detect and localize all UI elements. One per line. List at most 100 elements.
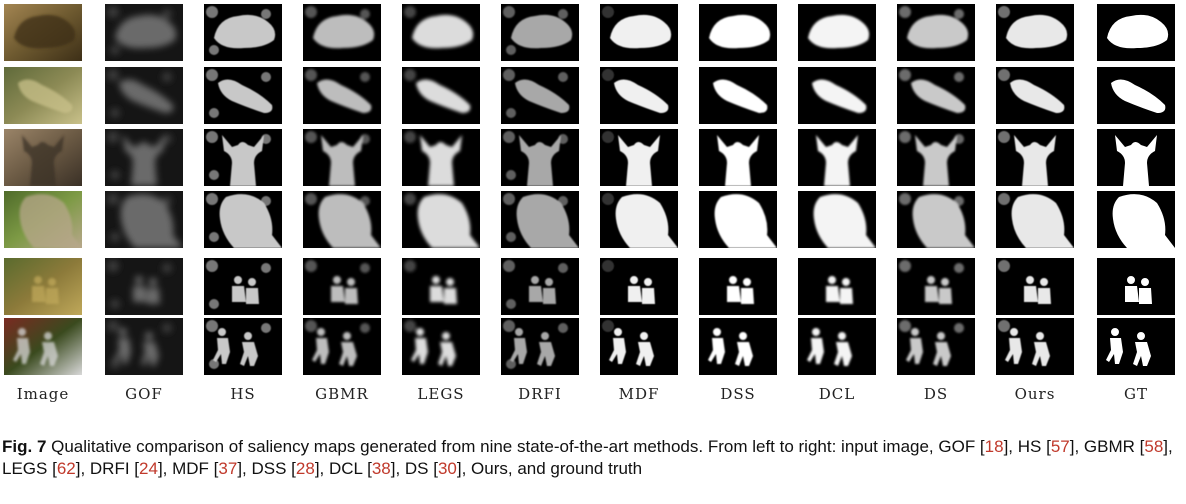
saliency-map-dcl-lizard <box>798 67 876 124</box>
saliency-map-hs-frog <box>204 4 282 61</box>
saliency-map-gof-deer <box>105 129 183 186</box>
column-label-dcl: DCL <box>818 385 856 403</box>
saliency-map-mdf-lizard <box>600 67 678 124</box>
caption-text: ], LEGS [ <box>2 437 1173 478</box>
citation-link[interactable]: 57 <box>1050 437 1070 456</box>
saliency-map-hs-deer <box>204 129 282 186</box>
saliency-map-mdf-deer <box>600 129 678 186</box>
citation-link[interactable]: 28 <box>295 459 315 478</box>
saliency-map-legs-lizard <box>402 67 480 124</box>
saliency-map-drfi-lizard <box>501 67 579 124</box>
saliency-map-dcl-two-men-walking <box>798 258 876 315</box>
citation-link[interactable]: 62 <box>56 459 76 478</box>
column-label-ds: DS <box>923 385 949 403</box>
citation-link[interactable]: 24 <box>139 459 158 478</box>
saliency-map-gof-meerkat <box>105 191 183 248</box>
saliency-map-ds-frog <box>897 4 975 61</box>
saliency-map-ours-meerkat <box>996 191 1074 248</box>
column-label-gof: GOF <box>125 385 163 403</box>
citation-link[interactable]: 38 <box>371 459 391 478</box>
saliency-map-dcl-meerkat <box>798 191 876 248</box>
saliency-map-ours-deer <box>996 129 1074 186</box>
saliency-map-dss-frog <box>699 4 777 61</box>
input-photo-two-men-walking <box>4 258 82 315</box>
column-label-dss: DSS <box>720 385 756 403</box>
caption-text: Qualitative comparison of saliency maps … <box>46 437 985 456</box>
saliency-map-ours-soccer-players <box>996 318 1074 375</box>
column-label-mdf: MDF <box>618 385 660 403</box>
saliency-map-ours-two-men-walking <box>996 258 1074 315</box>
saliency-map-gt-two-men-walking <box>1097 258 1175 315</box>
saliency-map-legs-two-men-walking <box>402 258 480 315</box>
caption-text: ], DRFI [ <box>75 459 140 478</box>
saliency-map-drfi-soccer-players <box>501 318 579 375</box>
caption-text: ], DS [ <box>390 459 438 478</box>
column-label-ours: Ours <box>1014 385 1056 403</box>
saliency-map-ds-lizard <box>897 67 975 124</box>
saliency-map-legs-meerkat <box>402 191 480 248</box>
saliency-map-dcl-soccer-players <box>798 318 876 375</box>
citation-link[interactable]: 30 <box>437 459 457 478</box>
citation-link[interactable]: 58 <box>1144 437 1164 456</box>
saliency-map-gbmr-deer <box>303 129 381 186</box>
caption-text: ], MDF [ <box>157 459 219 478</box>
input-photo-deer <box>4 129 82 186</box>
saliency-figure <box>4 4 1175 375</box>
input-photo-meerkat <box>4 191 82 248</box>
figure-label: Fig. 7 <box>2 437 47 456</box>
saliency-map-gbmr-lizard <box>303 67 381 124</box>
saliency-map-mdf-soccer-players <box>600 318 678 375</box>
citation-link[interactable]: 18 <box>984 437 1004 456</box>
column-label-hs: HS <box>230 385 256 403</box>
saliency-map-gof-lizard <box>105 67 183 124</box>
saliency-map-drfi-deer <box>501 129 579 186</box>
saliency-map-hs-meerkat <box>204 191 282 248</box>
caption-text: ], Ours, and ground truth <box>456 459 643 478</box>
figure-caption: Fig. 7 Qualitative comparison of salienc… <box>2 436 1182 480</box>
saliency-map-gt-soccer-players <box>1097 318 1175 375</box>
column-label-legs: LEGS <box>417 385 465 403</box>
caption-text: ], GBMR [ <box>1069 437 1145 456</box>
saliency-map-hs-lizard <box>204 67 282 124</box>
saliency-map-dcl-deer <box>798 129 876 186</box>
saliency-map-dss-soccer-players <box>699 318 777 375</box>
input-photo-soccer-players <box>4 318 82 375</box>
saliency-map-ds-meerkat <box>897 191 975 248</box>
saliency-map-gt-frog <box>1097 4 1175 61</box>
saliency-map-gt-meerkat <box>1097 191 1175 248</box>
input-photo-frog <box>4 4 82 61</box>
caption-text: ], DSS [ <box>237 459 296 478</box>
saliency-map-ds-two-men-walking <box>897 258 975 315</box>
saliency-map-hs-two-men-walking <box>204 258 282 315</box>
column-label-gbmr: GBMR <box>315 385 369 403</box>
saliency-map-gt-deer <box>1097 129 1175 186</box>
saliency-map-drfi-frog <box>501 4 579 61</box>
column-label-image: Image <box>16 385 70 403</box>
caption-text: ], DCL [ <box>314 459 372 478</box>
saliency-map-ds-soccer-players <box>897 318 975 375</box>
saliency-map-gt-lizard <box>1097 67 1175 124</box>
saliency-map-gbmr-soccer-players <box>303 318 381 375</box>
saliency-map-legs-frog <box>402 4 480 61</box>
input-photo-lizard <box>4 67 82 124</box>
saliency-map-drfi-two-men-walking <box>501 258 579 315</box>
saliency-map-dss-two-men-walking <box>699 258 777 315</box>
saliency-map-ours-frog <box>996 4 1074 61</box>
saliency-map-mdf-frog <box>600 4 678 61</box>
saliency-map-mdf-two-men-walking <box>600 258 678 315</box>
saliency-map-gbmr-meerkat <box>303 191 381 248</box>
caption-text: ], HS [ <box>1003 437 1051 456</box>
saliency-map-dcl-frog <box>798 4 876 61</box>
saliency-map-gbmr-two-men-walking <box>303 258 381 315</box>
saliency-map-dss-deer <box>699 129 777 186</box>
saliency-map-ours-lizard <box>996 67 1074 124</box>
saliency-map-dss-meerkat <box>699 191 777 248</box>
citation-link[interactable]: 37 <box>218 459 238 478</box>
saliency-map-gbmr-frog <box>303 4 381 61</box>
saliency-map-hs-soccer-players <box>204 318 282 375</box>
column-label-gt: GT <box>1124 385 1148 403</box>
saliency-map-ds-deer <box>897 129 975 186</box>
saliency-map-drfi-meerkat <box>501 191 579 248</box>
saliency-map-gof-two-men-walking <box>105 258 183 315</box>
saliency-map-gof-soccer-players <box>105 318 183 375</box>
